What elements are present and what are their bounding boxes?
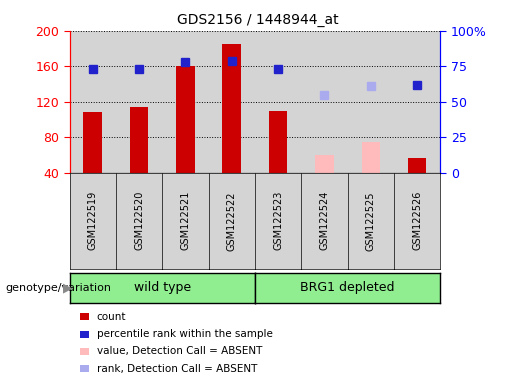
Text: genotype/variation: genotype/variation [5, 283, 111, 293]
Bar [83, 113, 102, 173]
Text: BRG1 depleted: BRG1 depleted [300, 281, 395, 295]
Bar [116, 31, 162, 173]
Text: GSM122524: GSM122524 [319, 191, 330, 250]
Text: GDS2156 / 1448944_at: GDS2156 / 1448944_at [177, 13, 338, 27]
Text: GSM122520: GSM122520 [134, 191, 144, 250]
Bar [130, 107, 148, 173]
Bar [209, 31, 255, 173]
Text: count: count [97, 312, 126, 322]
Bar [394, 31, 440, 173]
Bar [408, 158, 426, 173]
Bar [348, 31, 394, 173]
Bar [362, 142, 380, 173]
Bar [176, 66, 195, 173]
Text: ▶: ▶ [63, 281, 73, 295]
Bar [315, 155, 334, 173]
Text: GSM122521: GSM122521 [180, 191, 191, 250]
Bar [70, 31, 116, 173]
Text: GSM122522: GSM122522 [227, 191, 237, 250]
Text: GSM122519: GSM122519 [88, 191, 98, 250]
Text: wild type: wild type [134, 281, 191, 295]
Text: GSM122526: GSM122526 [412, 191, 422, 250]
Text: value, Detection Call = ABSENT: value, Detection Call = ABSENT [97, 346, 262, 356]
Bar [222, 44, 241, 173]
Bar [269, 111, 287, 173]
Text: GSM122525: GSM122525 [366, 191, 376, 250]
Bar [301, 31, 348, 173]
Bar [162, 31, 209, 173]
Bar [255, 31, 301, 173]
Text: rank, Detection Call = ABSENT: rank, Detection Call = ABSENT [97, 364, 257, 374]
Text: GSM122523: GSM122523 [273, 191, 283, 250]
Text: percentile rank within the sample: percentile rank within the sample [97, 329, 273, 339]
